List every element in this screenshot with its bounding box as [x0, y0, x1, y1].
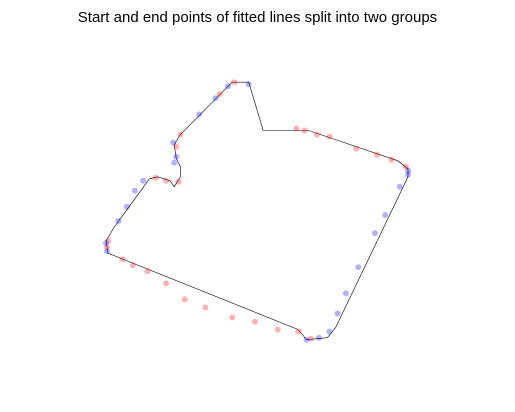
series-1-point [212, 95, 219, 102]
series-1-point [316, 334, 322, 341]
series-0-point [163, 177, 169, 184]
series-0-point [274, 326, 281, 333]
series-1 [103, 81, 411, 343]
series-1-point [225, 83, 231, 90]
series-0 [104, 79, 409, 342]
series-0-point [105, 238, 111, 245]
series-0-point [373, 151, 380, 158]
series-1-point [405, 171, 411, 178]
series-1-point [396, 183, 403, 190]
series-0-point [326, 133, 333, 140]
series-1-point [342, 290, 349, 297]
series-1-point [173, 153, 180, 160]
series-0-point [307, 335, 314, 342]
series-0-point [251, 318, 258, 325]
series-0-point [119, 256, 126, 263]
series-0-point [177, 131, 184, 138]
series-1-point [170, 139, 177, 146]
series-0-point [175, 178, 182, 185]
outline-line [105, 81, 409, 341]
series-1-point [382, 212, 389, 218]
series-1-point [123, 203, 130, 210]
series-0-point [231, 79, 238, 86]
series-0-point [353, 145, 360, 152]
series-1-point [140, 177, 147, 184]
series-0-point [388, 156, 395, 163]
series-0-point [216, 91, 223, 98]
series-1-point [131, 187, 138, 194]
series-1-point [245, 81, 252, 88]
series-1-point [371, 230, 378, 237]
series-1-point [334, 310, 341, 317]
series-1-point [104, 248, 110, 255]
series-0-point [173, 143, 180, 150]
series-0-point [104, 244, 110, 251]
series-1-point [171, 159, 178, 166]
series-0-point [229, 314, 236, 321]
series-1-point [405, 167, 411, 174]
series-1-point [103, 240, 109, 247]
series-0-point [402, 163, 409, 170]
series-0-point [293, 125, 300, 132]
series-0-point [152, 174, 159, 181]
series-0-point [129, 262, 136, 269]
series-1-point [303, 336, 310, 343]
series-1-point [355, 264, 362, 271]
series-1-point [115, 218, 122, 224]
series-1-point [196, 111, 203, 118]
series-0-point [163, 280, 169, 287]
chart-title: Start and end points of fitted lines spl… [77, 9, 438, 26]
series-0-point [295, 328, 302, 335]
series-0-point [202, 304, 209, 311]
series-0-point [181, 296, 188, 303]
series-0-point [313, 131, 320, 138]
series-0-point [144, 268, 151, 275]
series-1-point [326, 328, 333, 335]
series-0-point [301, 127, 308, 134]
